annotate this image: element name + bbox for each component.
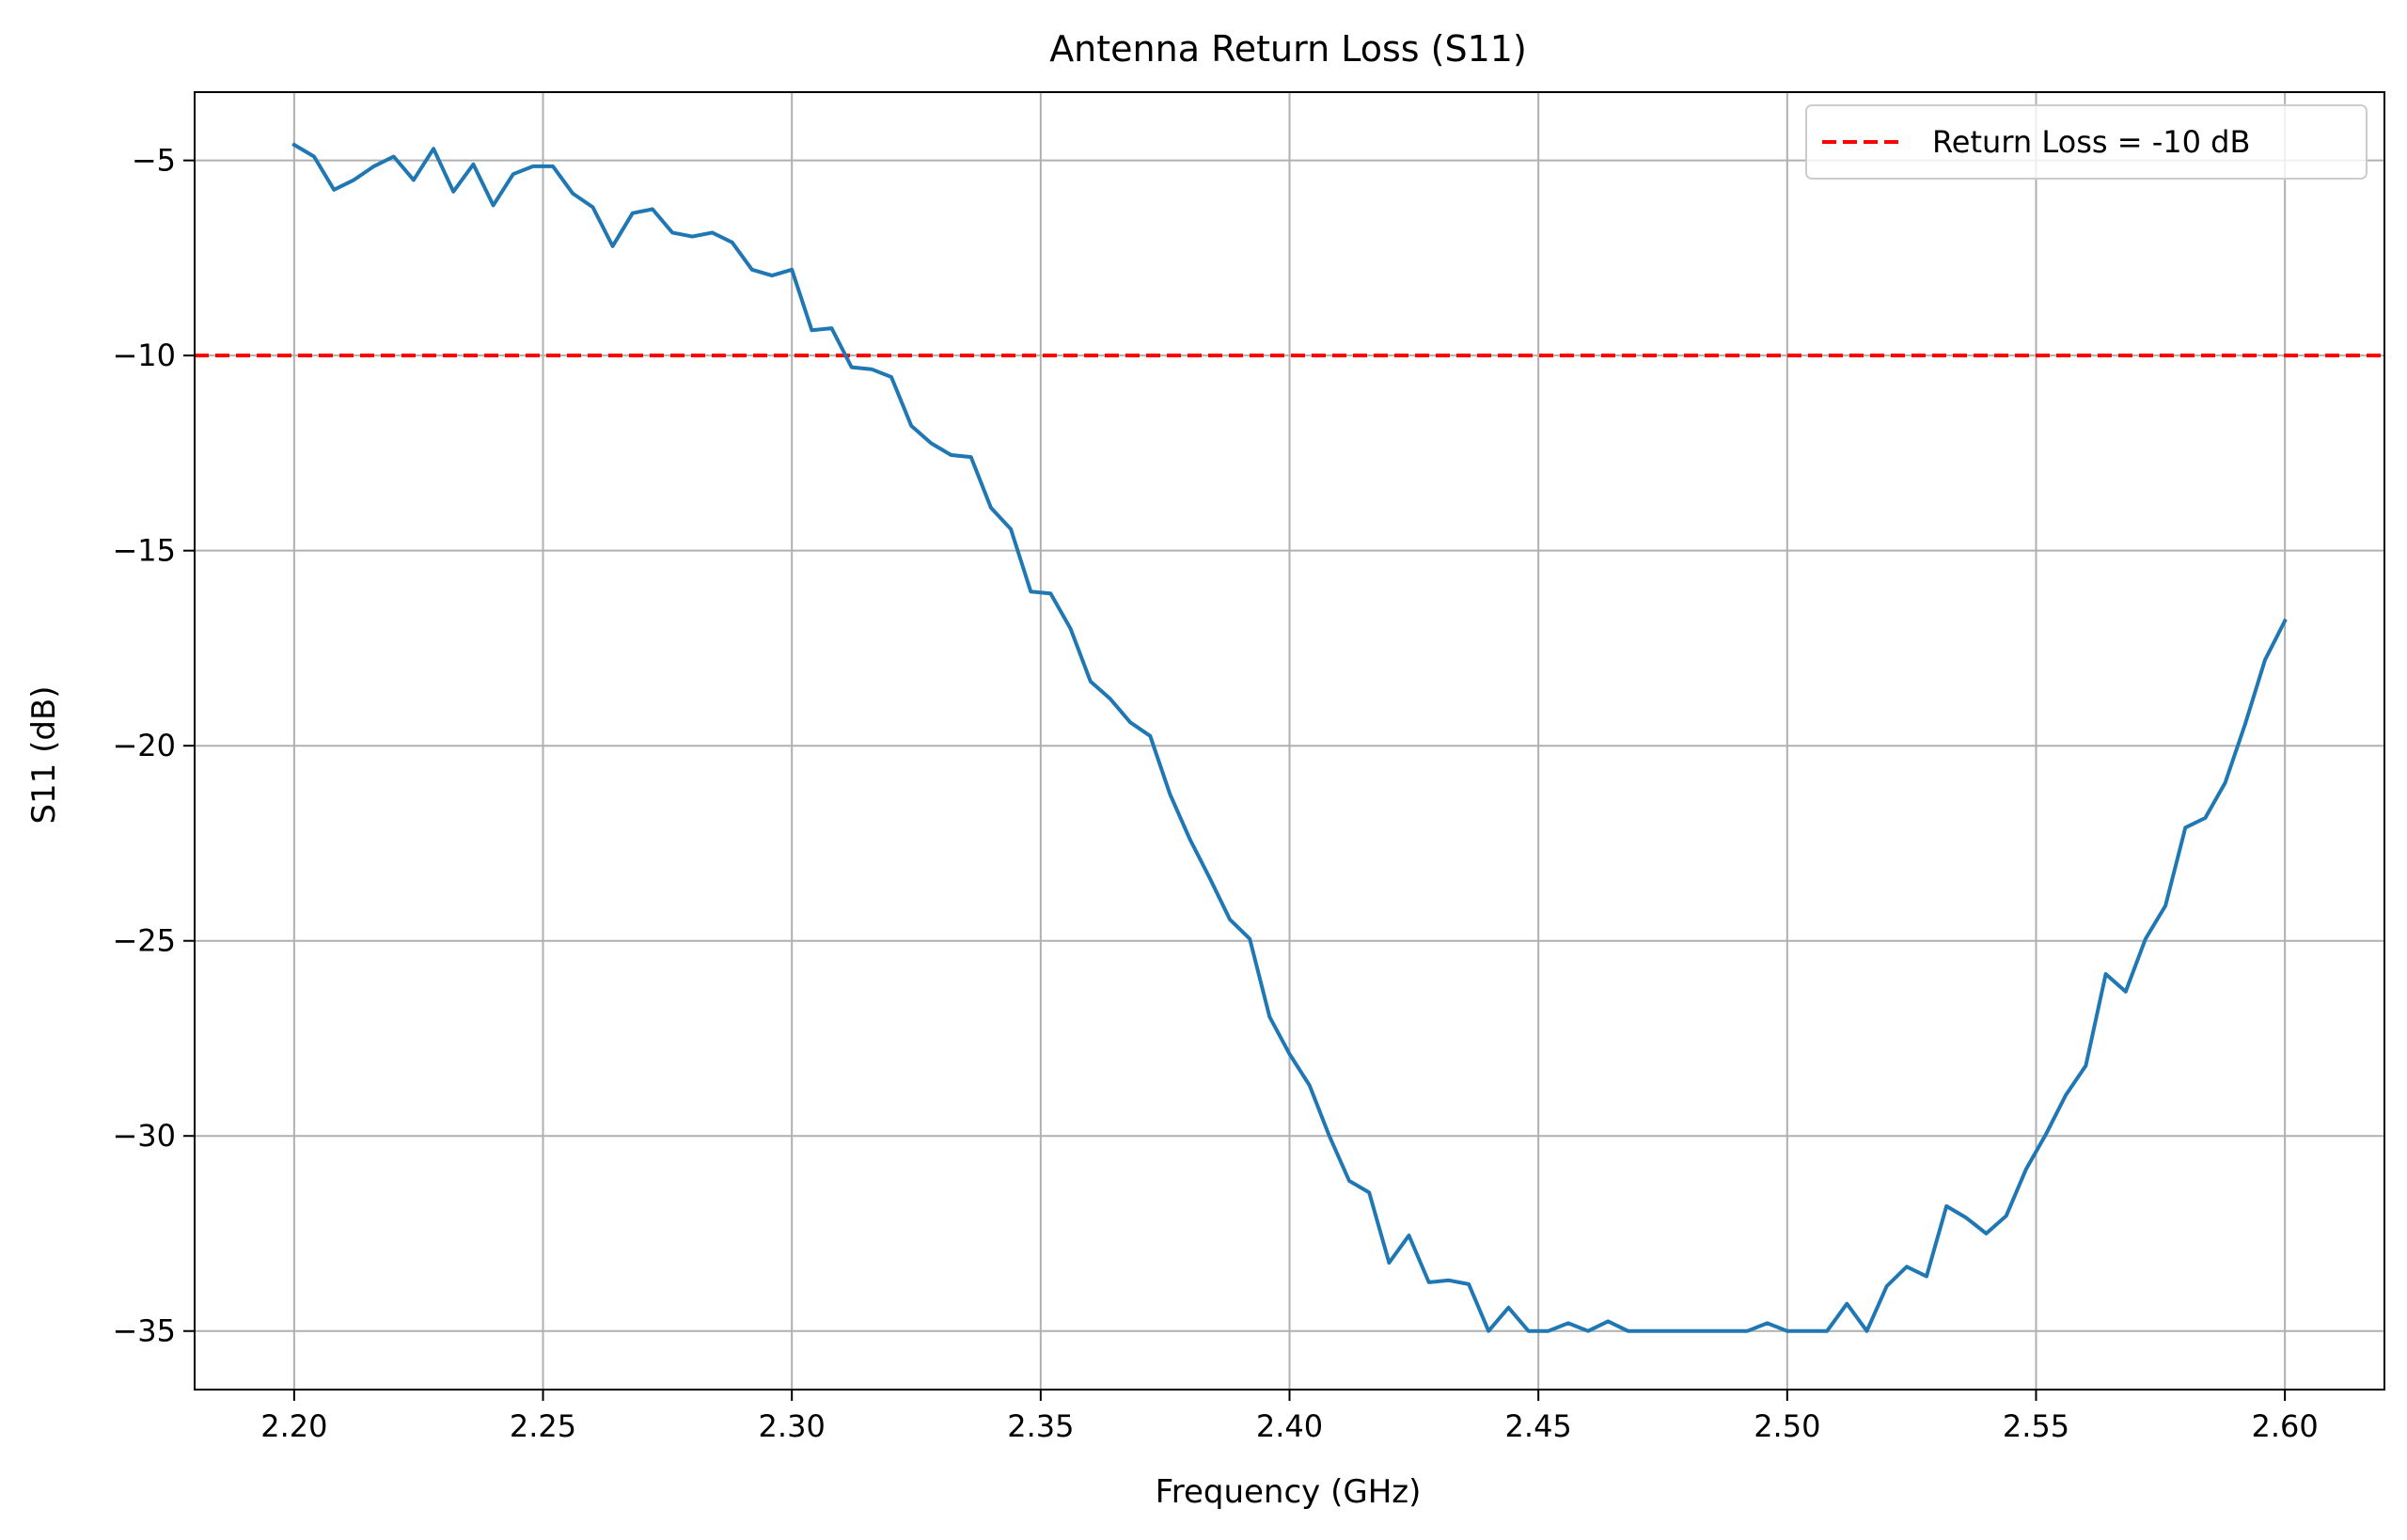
y-tick-label: −25 <box>112 923 176 959</box>
x-tick-label: 2.35 <box>1007 1408 1074 1444</box>
ticks: 2.20 2.25 2.30 2.35 2.40 2.45 2.50 2.55 2.60 −5 −1… <box>112 143 2318 1444</box>
x-tick-label: 2.50 <box>1754 1408 1820 1444</box>
x-tick-label: 2.30 <box>759 1408 826 1444</box>
x-tick-label: 2.40 <box>1256 1408 1323 1444</box>
y-tick-label: −15 <box>112 533 176 569</box>
y-axis-label: S11 (dB) <box>25 685 63 824</box>
series-line-s11 <box>291 142 2288 1333</box>
y-tick-label: −30 <box>112 1118 176 1154</box>
legend-label-reference: Return Loss = -10 dB <box>1932 124 2250 160</box>
x-tick-label: 2.20 <box>260 1408 327 1444</box>
x-axis-label: Frequency (GHz) <box>1156 1473 1422 1511</box>
chart-title: Antenna Return Loss (S11) <box>1049 28 1527 70</box>
x-tick-label: 2.60 <box>2252 1408 2319 1444</box>
x-tick-label: 2.45 <box>1505 1408 1572 1444</box>
y-tick-label: −10 <box>112 338 176 373</box>
x-tick-label: 2.25 <box>510 1408 576 1444</box>
y-tick-label: −20 <box>112 728 176 763</box>
legend: Return Loss = -10 dB <box>1805 104 2368 180</box>
y-tick-label: −5 <box>132 143 176 179</box>
x-tick-label: 2.55 <box>2003 1408 2069 1444</box>
series-layer <box>291 142 2288 1333</box>
y-tick-label: −35 <box>112 1313 176 1349</box>
legend-box <box>1805 104 2368 180</box>
